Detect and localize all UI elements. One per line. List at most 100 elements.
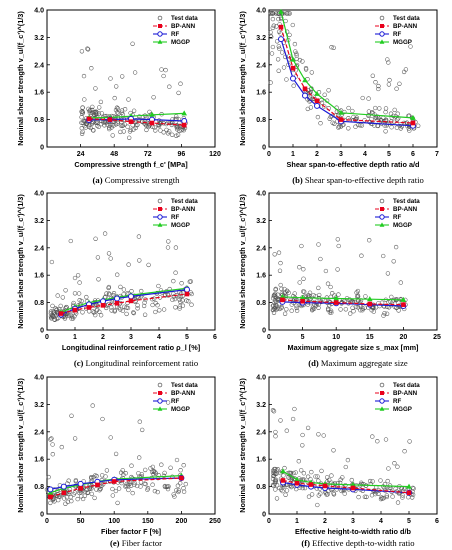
test-data-point: [150, 464, 155, 470]
data-point-mggp: [367, 296, 373, 302]
test-data-point: [384, 493, 389, 498]
data-point-bp-ann: [367, 301, 373, 307]
test-data-point: [150, 302, 155, 308]
test-data-point: [98, 313, 104, 318]
data-point-bp-ann: [322, 483, 328, 489]
test-data-point: [269, 51, 275, 56]
data-point-rf: [184, 286, 190, 293]
data-point-mggp: [181, 110, 187, 116]
y-tick-label: 0.8: [256, 484, 266, 491]
test-data-point: [120, 308, 125, 313]
x-tick-label: 7: [435, 151, 439, 158]
test-data-point: [373, 80, 378, 85]
test-data-point: [126, 262, 131, 267]
legend-marker-mggp: [157, 222, 163, 227]
legend-marker-test: [157, 198, 163, 204]
series-line-mggp: [280, 11, 414, 119]
test-data-point: [383, 109, 388, 115]
data-point-bp-ann: [86, 305, 92, 310]
data-point-bp-ann: [406, 490, 412, 496]
test-data-point: [144, 127, 149, 133]
test-data-point: [60, 295, 65, 300]
test-data-point: [133, 125, 138, 131]
test-data-point: [113, 488, 119, 494]
legend-label: BP-ANN: [393, 23, 418, 30]
test-data-point: [172, 494, 177, 499]
x-axis-label: Longitudinal reinforcement ratio ρ_l [%]: [62, 343, 201, 352]
y-tick-label: 1.6: [34, 273, 44, 280]
test-data-point: [278, 260, 283, 266]
test-data-point: [315, 474, 320, 479]
test-data-point: [393, 486, 398, 491]
test-data-point: [318, 256, 323, 262]
test-data-point: [116, 486, 122, 491]
test-data-point: [325, 281, 331, 286]
x-tick-label: 2: [101, 334, 105, 341]
test-data-point: [57, 494, 63, 499]
y-axis-label: Nominal shear strength v_u/(f_c')^(1/3): [16, 11, 25, 146]
data-point-bp-ann: [100, 303, 106, 308]
test-data-point: [119, 110, 124, 115]
test-data-point: [71, 492, 76, 497]
test-data-point: [143, 297, 148, 302]
test-data-point: [308, 98, 313, 103]
test-data-point: [369, 110, 375, 115]
test-data-point: [273, 434, 278, 439]
test-data-point: [171, 492, 176, 497]
panel-caption-letter: (d): [308, 358, 319, 368]
test-data-point: [175, 483, 181, 488]
legend-label: BP-ANN: [171, 390, 196, 397]
test-data-point: [52, 499, 57, 504]
test-data-point: [179, 281, 184, 286]
test-data-point: [332, 121, 337, 126]
test-data-point: [403, 67, 409, 72]
test-data-point: [104, 120, 109, 125]
test-data-point: [64, 495, 70, 500]
test-data-point: [145, 487, 150, 492]
legend-marker-test: [379, 15, 385, 21]
x-tick-label: 2: [315, 151, 319, 158]
x-tick-label: 25: [433, 334, 441, 341]
test-data-point: [166, 239, 171, 244]
test-data-point: [164, 484, 169, 490]
data-point-bp-ann: [314, 98, 320, 104]
test-data-point: [141, 303, 147, 309]
test-data-point: [186, 299, 191, 304]
test-data-point: [178, 481, 183, 486]
data-point-bp-ann: [107, 117, 113, 122]
plot-frame: [46, 376, 216, 515]
test-data-point: [58, 303, 63, 309]
data-point-bp-ann: [179, 475, 184, 481]
test-data-point: [269, 11, 274, 16]
panel-caption-letter: (b): [292, 175, 303, 185]
test-data-point: [348, 311, 353, 316]
test-data-point: [280, 488, 285, 494]
test-data-point: [56, 497, 61, 503]
test-data-point: [400, 495, 405, 500]
test-data-point: [70, 316, 76, 321]
panel-caption: (c) Longitudinal reinforcement ratio: [74, 358, 198, 368]
data-point-bp-ann: [300, 298, 305, 304]
y-tick-label: 1.6: [256, 273, 266, 280]
test-data-point: [356, 494, 361, 500]
test-data-point: [375, 439, 380, 444]
test-data-point: [54, 493, 60, 499]
x-axis-label: Shear span-to-effective depth ratio a/d: [287, 160, 420, 169]
test-data-point: [272, 469, 277, 474]
test-data-point: [397, 81, 402, 86]
data-point-bp-ann: [308, 482, 314, 487]
test-data-point: [118, 307, 123, 312]
x-tick-label: 2: [323, 518, 327, 525]
test-data-point: [292, 406, 297, 412]
test-data-point: [189, 302, 194, 307]
test-data-point: [270, 307, 276, 313]
test-data-point: [342, 109, 347, 115]
test-data-point: [289, 484, 294, 490]
test-data-point: [108, 76, 113, 81]
test-data-point: [305, 425, 311, 431]
test-data-point: [180, 303, 186, 308]
test-data-point: [284, 428, 289, 433]
test-data-point: [129, 463, 134, 468]
test-data-point: [370, 73, 375, 78]
